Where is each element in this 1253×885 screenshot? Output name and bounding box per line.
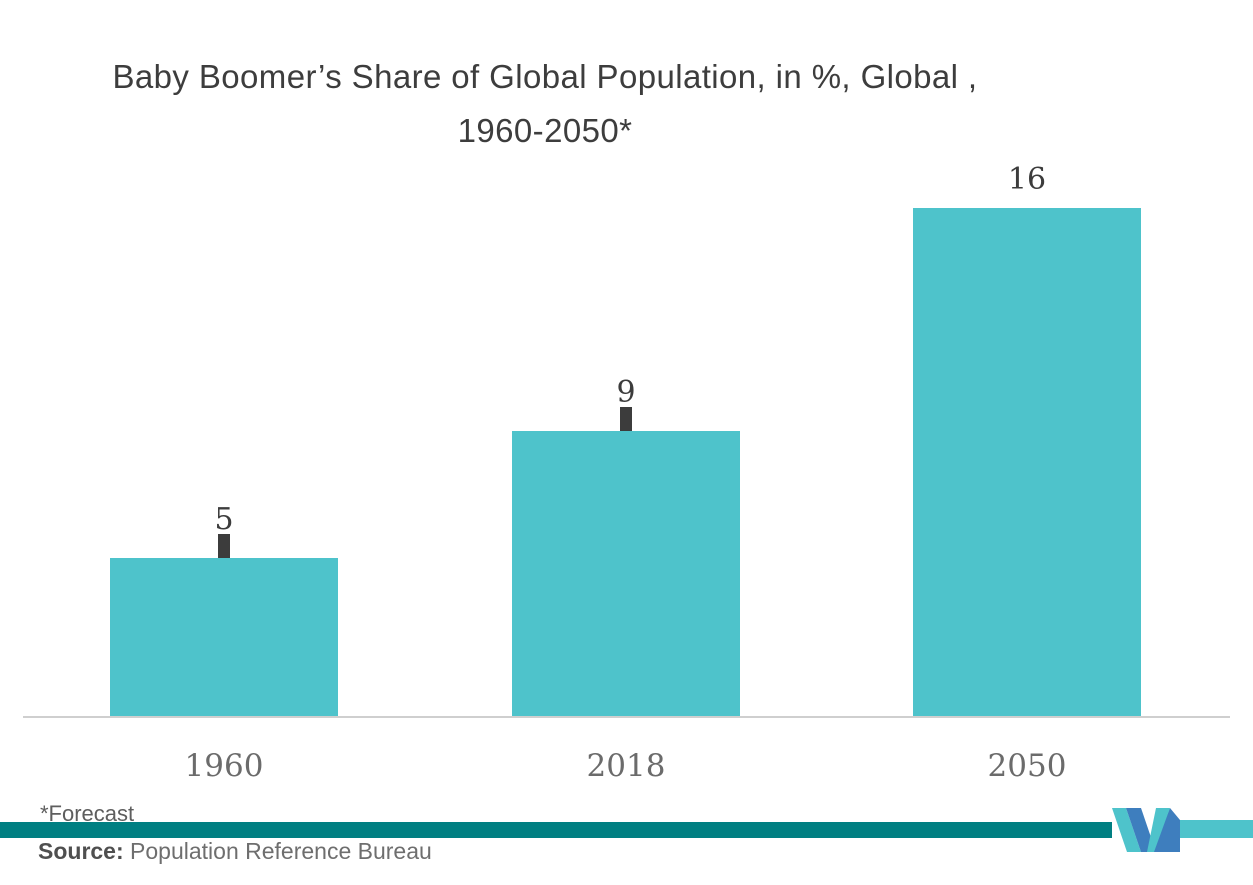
- bar-value-label: 9: [616, 375, 636, 410]
- x-tick-label: 2018: [586, 748, 666, 784]
- logo-shape-blue-left: [1126, 808, 1156, 852]
- value-label-descender: [620, 407, 632, 431]
- source-label: Source:: [38, 838, 124, 864]
- footer-band-light: [1180, 820, 1253, 838]
- bar-value-label: 16: [1007, 162, 1047, 197]
- bar-2050: [913, 208, 1141, 717]
- forecast-note: *Forecast: [40, 801, 135, 826]
- source-text: Population Reference Bureau: [123, 838, 432, 864]
- source-note: Source: Population Reference Bureau: [38, 838, 432, 865]
- bar-1960: [110, 558, 338, 717]
- logo-shape-teal-right: [1147, 808, 1170, 852]
- chart-title-line1: Baby Boomer’s Share of Global Population…: [112, 58, 978, 95]
- footer-band-dark: [0, 822, 1112, 838]
- x-tick-label: 2050: [987, 748, 1067, 784]
- mordor-intelligence-logo-icon: [1112, 808, 1180, 852]
- bar-value-label: 5: [214, 502, 234, 537]
- bar-2018: [512, 431, 740, 717]
- chart-title: Baby Boomer’s Share of Global Population…: [0, 50, 1090, 158]
- x-tick-label: 1960: [184, 748, 264, 784]
- logo-shape-blue-right: [1152, 808, 1180, 852]
- chart-title-line2: 1960-2050*: [457, 112, 633, 149]
- x-axis-line: [23, 716, 1230, 718]
- logo-shape-teal-left: [1112, 808, 1141, 852]
- value-label-descender: [218, 534, 230, 558]
